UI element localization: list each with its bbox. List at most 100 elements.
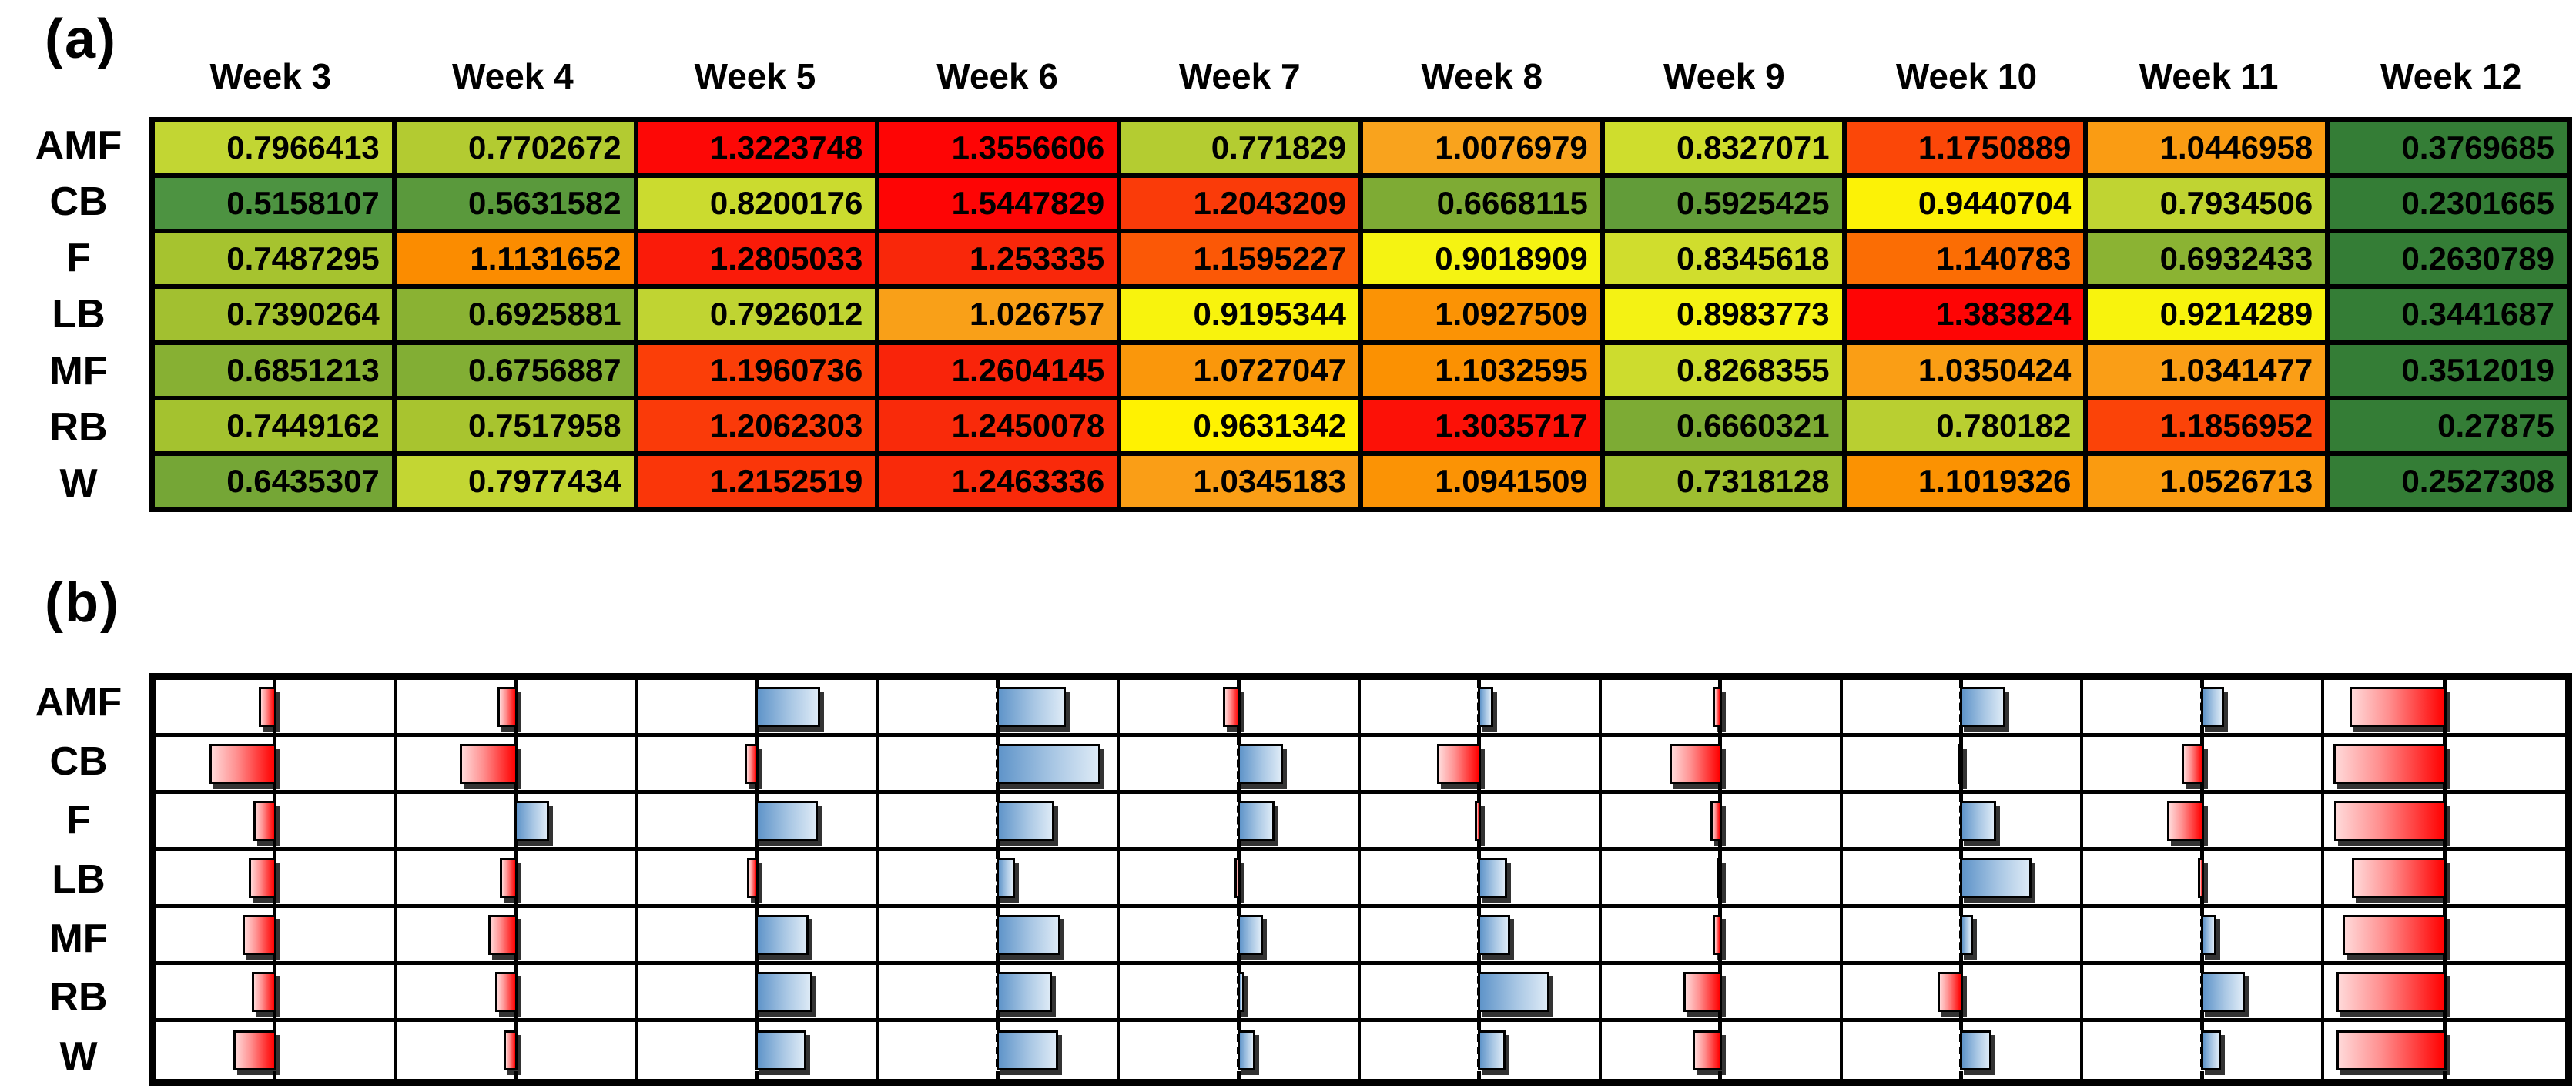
bar-cell-lb-week4 xyxy=(397,851,638,904)
heatmap-cell-w-week8: 1.0941509 xyxy=(1360,453,1603,509)
bar-cell-cb-week12 xyxy=(2324,737,2565,790)
row-label-rb: RB xyxy=(49,975,108,1020)
heatmap-cell-lb-week11: 0.9214289 xyxy=(2085,286,2328,343)
row-label-amf: AMF xyxy=(35,122,122,168)
blue-deviation-bar xyxy=(996,1030,1058,1070)
blue-deviation-bar xyxy=(1959,914,1973,955)
bar-cell-w-week6 xyxy=(879,1022,1121,1079)
bar-cell-amf-week7 xyxy=(1120,680,1361,733)
bar-row-rb xyxy=(156,965,2565,1022)
heatmap-cell-rb-week9: 0.6660321 xyxy=(1602,397,1844,454)
bar-cell-cb-week6 xyxy=(879,737,1121,790)
bar-cell-mf-week7 xyxy=(1120,908,1361,961)
blue-deviation-bar xyxy=(514,800,550,841)
blue-deviation-bar xyxy=(755,686,820,727)
heatmap-cell-mf-week11: 1.0341477 xyxy=(2085,342,2328,398)
bar-row-amf xyxy=(156,680,2565,737)
column-header-week-12: Week 12 xyxy=(2380,56,2522,96)
bar-cell-rb-week12 xyxy=(2324,965,2565,1018)
column-header-week-5: Week 5 xyxy=(694,56,816,96)
bar-cell-mf-week11 xyxy=(2083,908,2325,961)
row-label-lb: LB xyxy=(52,292,106,337)
red-deviation-bar xyxy=(2333,800,2447,841)
column-header-week-11: Week 11 xyxy=(2139,56,2279,96)
bar-cell-rb-week4 xyxy=(397,965,638,1018)
blue-deviation-bar xyxy=(1237,914,1263,955)
bar-cell-cb-week11 xyxy=(2083,737,2325,790)
red-deviation-bar xyxy=(488,914,518,955)
heatmap-cell-rb-week12: 0.27875 xyxy=(2327,397,2569,454)
bar-cell-cb-week3 xyxy=(156,737,397,790)
bar-cell-cb-week7 xyxy=(1120,737,1361,790)
bar-cell-lb-week9 xyxy=(1602,851,1843,904)
row-label-lb: LB xyxy=(52,856,106,902)
bar-row-mf xyxy=(156,908,2565,965)
red-deviation-bar xyxy=(2197,857,2204,898)
red-deviation-bar xyxy=(745,743,759,784)
heatmap-cell-f-week3: 0.7487295 xyxy=(152,231,394,287)
blue-deviation-bar xyxy=(996,914,1060,955)
red-deviation-bar xyxy=(2336,1030,2447,1070)
bar-cell-w-week11 xyxy=(2083,1022,2325,1079)
blue-deviation-bar xyxy=(2200,971,2245,1012)
heatmap-cell-f-week12: 0.2630789 xyxy=(2327,231,2569,287)
bar-cell-rb-week9 xyxy=(1602,965,1843,1018)
heatmap-cell-cb-week3: 0.5158107 xyxy=(152,176,394,232)
heatmap-cell-mf-week12: 0.3512019 xyxy=(2327,342,2569,398)
row-label-f: F xyxy=(66,798,91,843)
heatmap-cell-w-week6: 1.2463336 xyxy=(877,453,1120,509)
bar-cell-lb-week12 xyxy=(2324,851,2565,904)
bar-cell-cb-week4 xyxy=(397,737,638,790)
red-deviation-bar xyxy=(1710,800,1723,841)
bar-cell-rb-week10 xyxy=(1843,965,2084,1018)
red-deviation-bar xyxy=(2333,743,2447,784)
heatmap-cell-amf-week12: 0.3769685 xyxy=(2327,120,2569,176)
heatmap-cell-lb-week10: 1.383824 xyxy=(1844,286,2086,343)
heatmap-cell-mf-week3: 0.6851213 xyxy=(152,342,394,398)
blue-deviation-bar xyxy=(1237,743,1283,784)
blue-deviation-bar xyxy=(996,800,1054,841)
heatmap-cell-mf-week9: 0.8268355 xyxy=(1602,342,1844,398)
row-label-amf: AMF xyxy=(35,680,122,725)
bar-cell-mf-week6 xyxy=(879,908,1121,961)
heatmap-cell-f-week8: 0.9018909 xyxy=(1360,231,1603,287)
red-deviation-bar xyxy=(747,857,759,898)
row-label-cb: CB xyxy=(49,739,108,784)
blue-deviation-bar xyxy=(996,686,1066,727)
bar-row-w xyxy=(156,1022,2565,1079)
red-deviation-bar xyxy=(233,1030,277,1070)
heatmap-cell-f-week4: 1.1131652 xyxy=(394,231,636,287)
bar-cell-cb-week5 xyxy=(638,737,879,790)
red-deviation-bar xyxy=(259,686,277,727)
heatmap-cell-lb-week12: 0.3441687 xyxy=(2327,286,2569,343)
row-label-w: W xyxy=(59,461,98,507)
bar-cell-amf-week4 xyxy=(397,680,638,733)
heatmap-cell-f-week7: 1.1595227 xyxy=(1119,231,1361,287)
bar-cell-cb-week8 xyxy=(1361,737,1602,790)
red-deviation-bar xyxy=(209,743,277,784)
row-label-mf: MF xyxy=(49,916,108,961)
blue-deviation-bar xyxy=(755,971,812,1012)
blue-deviation-bar xyxy=(1478,971,1550,1012)
red-deviation-bar xyxy=(2181,743,2204,784)
bar-cell-rb-week11 xyxy=(2083,965,2325,1018)
row-label-f: F xyxy=(66,236,91,281)
bar-cell-rb-week6 xyxy=(879,965,1121,1018)
bar-cell-w-week12 xyxy=(2324,1022,2565,1079)
bar-cell-rb-week3 xyxy=(156,965,397,1018)
red-deviation-bar xyxy=(2342,914,2447,955)
red-deviation-bar xyxy=(249,857,277,898)
row-label-w: W xyxy=(59,1033,98,1079)
red-deviation-bar xyxy=(500,857,518,898)
column-header-week-3: Week 3 xyxy=(209,56,332,96)
blue-deviation-bar xyxy=(1237,1030,1255,1070)
blue-deviation-bar xyxy=(755,1030,806,1070)
heatmap-cell-rb-week7: 0.9631342 xyxy=(1119,397,1361,454)
heatmap-cell-w-week11: 1.0526713 xyxy=(2085,453,2328,509)
bar-cell-amf-week12 xyxy=(2324,680,2565,733)
bar-cell-amf-week6 xyxy=(879,680,1121,733)
heatmap-cell-w-week9: 0.7318128 xyxy=(1602,453,1844,509)
red-deviation-bar xyxy=(1670,743,1723,784)
red-deviation-bar xyxy=(1713,686,1723,727)
blue-deviation-bar xyxy=(755,800,818,841)
